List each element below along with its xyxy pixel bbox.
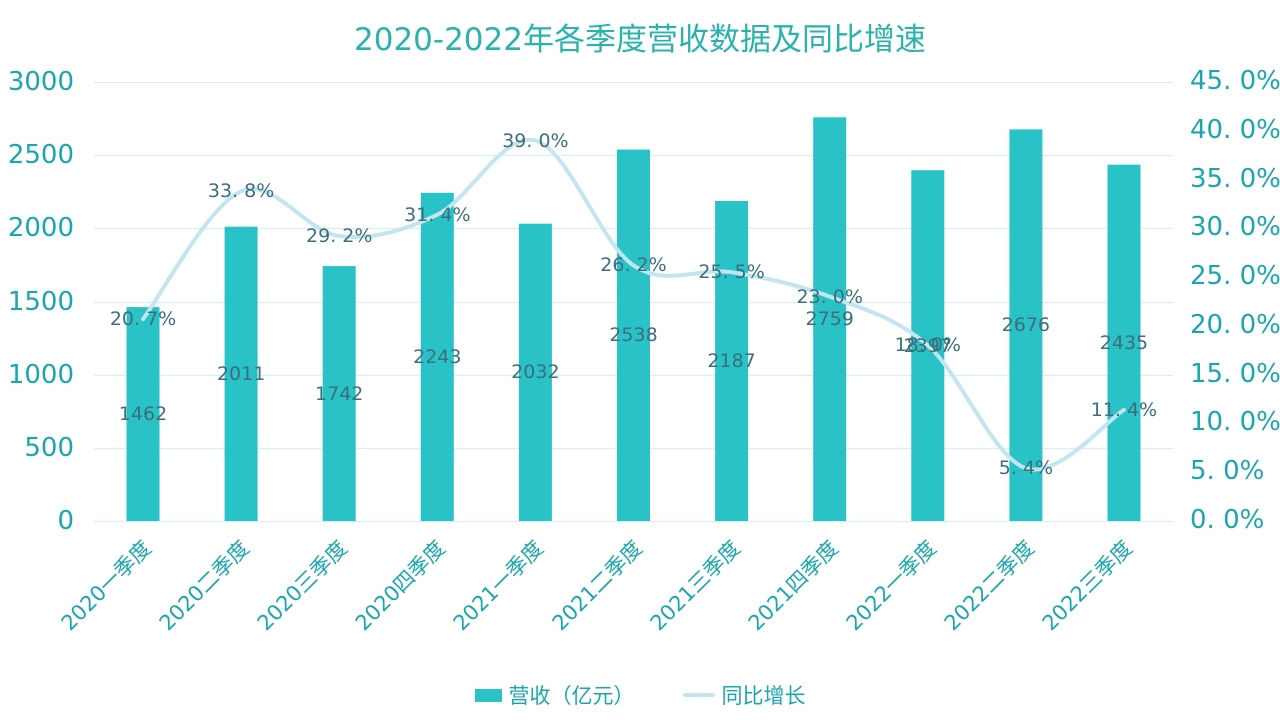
bar-value-label: 2032 [511, 361, 560, 384]
line-value-label: 25. 5% [698, 261, 765, 284]
bar-value-label: 2759 [805, 308, 854, 331]
revenue-bar [1107, 164, 1141, 521]
line-value-label: 20. 7% [109, 308, 177, 331]
line-value-label: 11. 4% [1090, 398, 1158, 421]
line-value-label: 29. 2% [306, 225, 373, 248]
y-axis-tick-left: 2000 [7, 212, 74, 243]
revenue-bar [617, 149, 650, 521]
y-axis-tick-right: 15. 0% [1190, 358, 1280, 389]
y-axis-tick-left: 0 [57, 505, 74, 536]
bar-value-label: 2435 [1099, 331, 1149, 354]
y-axis-tick-right: 20. 0% [1190, 309, 1280, 340]
revenue-bar [420, 192, 454, 522]
y-axis-tick-right: 25. 0% [1190, 261, 1280, 292]
chart-title: 2020-2022年各季度营收数据及同比增速 [354, 22, 926, 58]
y-axis-tick-right: 40. 0% [1190, 114, 1280, 145]
revenue-bar [813, 117, 847, 522]
y-axis-tick-left: 1500 [7, 286, 74, 317]
y-axis-tick-left: 3000 [7, 66, 74, 97]
y-axis-tick-left: 1000 [7, 359, 74, 390]
revenue-bar [518, 223, 552, 521]
legend-label-growth: 同比增长 [721, 684, 806, 708]
legend-item-revenue: 营收（亿元） [474, 680, 635, 710]
bar-value-label: 2397 [903, 334, 952, 357]
line-value-label: 31. 4% [404, 203, 471, 226]
line-value-label: 23. 0% [796, 285, 863, 308]
revenue-bar [126, 307, 160, 521]
bar-value-label: 1742 [315, 382, 364, 405]
legend-item-growth: 同比增长 [682, 680, 806, 710]
bar-value-label: 2676 [1001, 314, 1051, 337]
line-value-label: 5. 4% [998, 457, 1054, 480]
y-axis-tick-left: 2500 [7, 139, 74, 170]
line-value-label: 18. 0% [894, 334, 961, 357]
line-value-label: 39. 0% [502, 129, 569, 152]
bar-value-label: 1462 [118, 403, 168, 426]
bar-value-label: 2187 [707, 349, 756, 372]
legend-label-revenue: 营收（亿元） [508, 684, 635, 708]
bar-value-label: 2538 [609, 324, 658, 347]
bar-value-label: 2243 [413, 345, 462, 368]
revenue-bar [224, 226, 258, 521]
bar-value-label: 2011 [216, 362, 266, 385]
growth-line [141, 137, 1126, 472]
y-axis-tick-right: 30. 0% [1190, 212, 1280, 243]
y-axis-tick-right: 5. 0% [1190, 456, 1265, 487]
y-axis-tick-right: 45. 0% [1190, 66, 1280, 96]
revenue-bar [1009, 129, 1043, 521]
y-axis-tick-right: 35. 0% [1190, 163, 1280, 194]
y-axis-tick-right: 10. 0% [1190, 407, 1280, 438]
legend: 营收（亿元） 同比增长 [0, 680, 1280, 710]
revenue-bar [322, 266, 356, 521]
line-value-label: 33. 8% [207, 180, 275, 203]
bar-swatch-icon [474, 688, 502, 702]
line-swatch-icon [682, 693, 715, 697]
revenue-bar [715, 201, 749, 521]
y-axis-tick-left: 500 [24, 432, 74, 463]
y-axis-tick-right: 0. 0% [1190, 505, 1265, 535]
line-value-label: 26. 2% [600, 254, 667, 277]
